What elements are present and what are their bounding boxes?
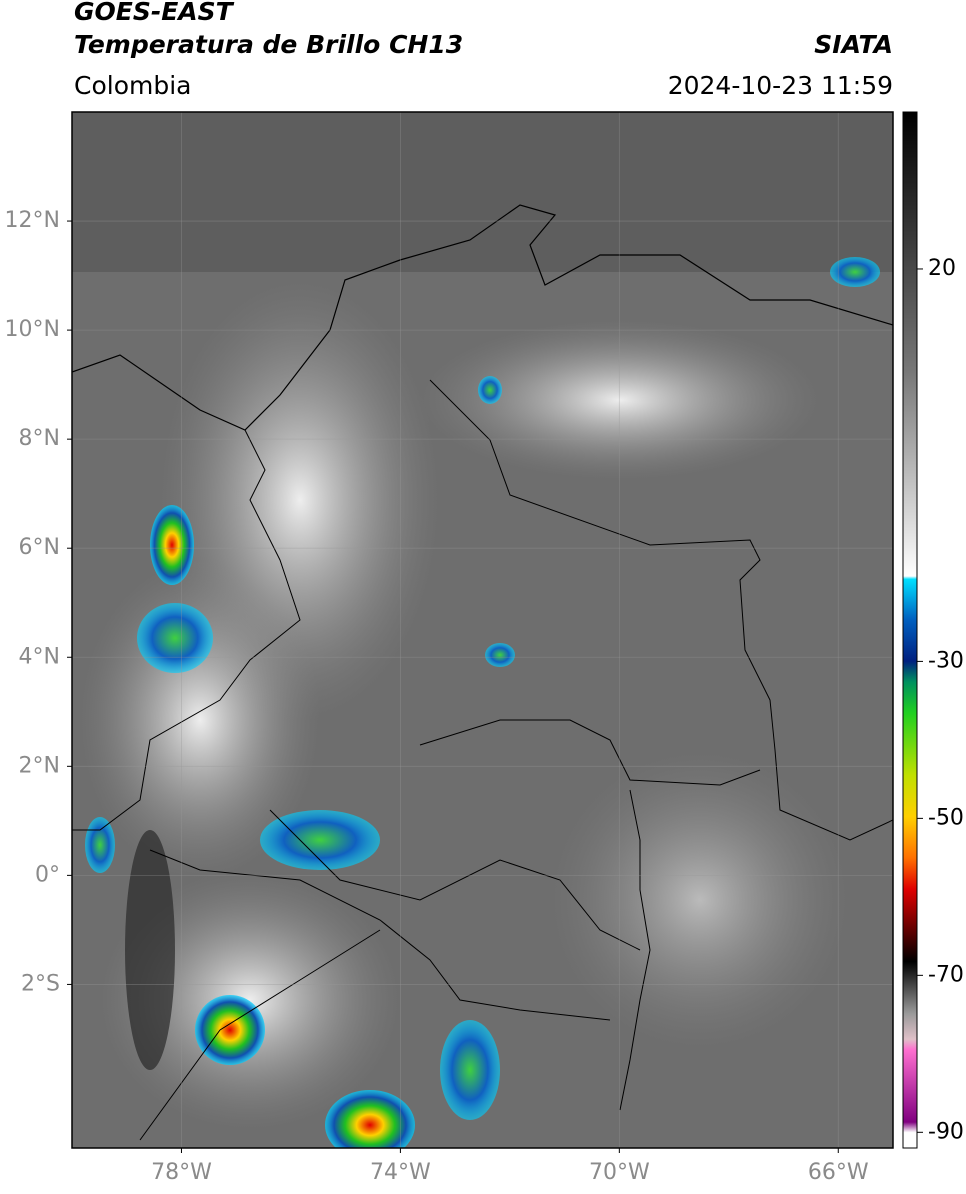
colorbar-tick-label: -70 <box>928 962 964 987</box>
lat-tick-label: 0° <box>35 862 60 887</box>
grid <box>72 112 893 1148</box>
lon-tick-label: 70°W <box>589 1160 650 1185</box>
lat-tick-label: 10°N <box>5 317 60 342</box>
colorbar-tick-label: -30 <box>928 648 964 673</box>
source: GOES-EAST <box>74 0 235 26</box>
colorbar-tick-label: -90 <box>928 1119 964 1144</box>
lon-tick-label: 66°W <box>808 1160 869 1185</box>
lat-tick-label: 4°N <box>19 644 60 669</box>
map-frame <box>71 111 894 1149</box>
product: Temperatura de Brillo CH13 <box>74 30 463 59</box>
map-image <box>72 112 893 1148</box>
colorbar-tick-label: 20 <box>928 256 956 281</box>
lat-tick-label: 8°N <box>19 426 60 451</box>
datetime: 2024-10-23 11:59 <box>668 71 893 100</box>
lat-tick-label: 2°N <box>19 753 60 778</box>
colorbar <box>902 111 918 1149</box>
lat-tick-label: 2°S <box>21 971 60 996</box>
lon-tick-label: 78°W <box>151 1160 212 1185</box>
region: Colombia <box>74 71 191 100</box>
lat-tick-label: 12°N <box>5 208 60 233</box>
colorbar-tick-label: -50 <box>928 805 964 830</box>
lat-tick-label: 6°N <box>19 535 60 560</box>
agency: SIATA <box>814 30 893 59</box>
lon-tick-label: 74°W <box>370 1160 431 1185</box>
